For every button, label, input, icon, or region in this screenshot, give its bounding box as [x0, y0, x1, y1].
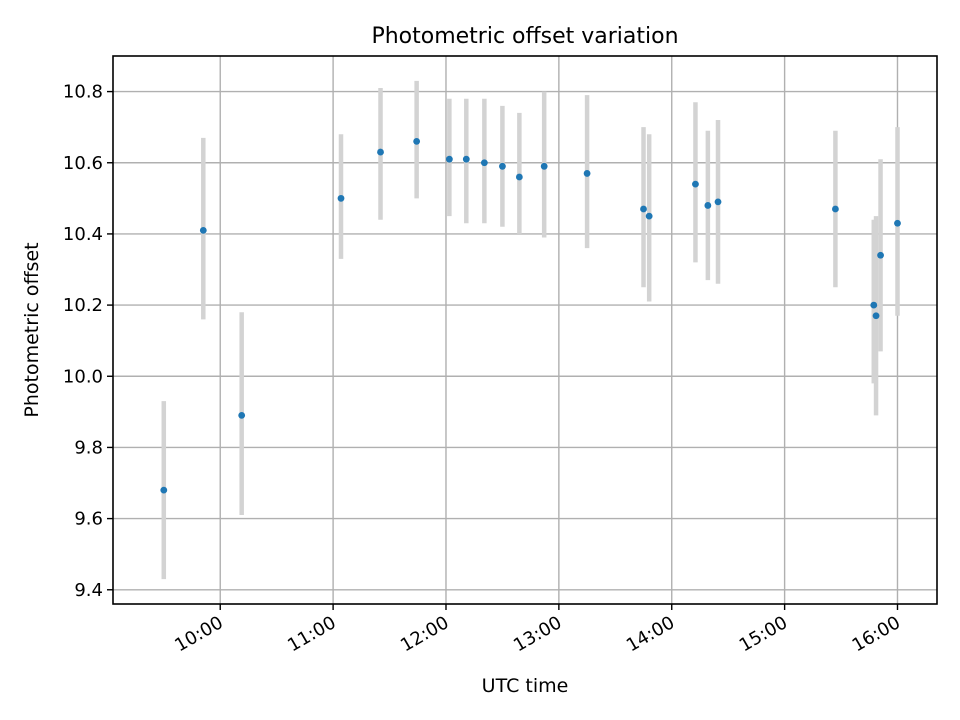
x-tick-label: 15:00 [736, 612, 791, 656]
data-point [870, 301, 878, 309]
x-axis-label: UTC time [482, 675, 569, 697]
grid-layer [113, 56, 937, 604]
x-tick-label: 10:00 [171, 612, 226, 656]
x-tick-label: 14:00 [623, 612, 678, 656]
y-tick-label: 9.8 [74, 437, 103, 458]
y-tick-label: 10.8 [63, 82, 103, 103]
data-point [462, 155, 470, 163]
data-point [645, 212, 653, 220]
data-point [692, 180, 699, 188]
y-tick-label: 9.4 [74, 580, 103, 601]
x-tick-label: 11:00 [284, 612, 339, 656]
point-layer [160, 138, 901, 494]
data-point [894, 219, 901, 227]
data-point [238, 412, 246, 419]
data-point [413, 138, 421, 145]
data-point [515, 173, 523, 181]
data-point [499, 162, 506, 170]
data-point [540, 162, 548, 170]
data-point [160, 486, 168, 494]
data-point [199, 226, 207, 234]
data-point [337, 194, 345, 202]
plot-frame [112, 55, 938, 605]
data-point [714, 198, 722, 206]
data-point [704, 202, 712, 209]
data-point [445, 155, 453, 163]
data-point [377, 148, 384, 156]
y-tick-label: 10.6 [63, 153, 103, 174]
x-tick-label: 16:00 [849, 612, 904, 656]
data-point [480, 159, 488, 167]
x-tick-label: 13:00 [510, 612, 565, 656]
y-tick-label: 10.2 [63, 295, 103, 316]
y-axis-label: Photometric offset [21, 242, 43, 417]
errorbar-layer [161, 80, 900, 580]
data-point [872, 312, 880, 320]
x-tick-label: 12:00 [397, 612, 452, 656]
y-tick-label: 9.6 [74, 509, 103, 530]
data-point [832, 205, 839, 213]
y-tick-label: 10.4 [63, 224, 103, 245]
y-tick-label: 10.0 [63, 366, 103, 387]
data-point [877, 251, 884, 259]
data-point [583, 170, 591, 177]
data-point [640, 205, 647, 213]
chart-title: Photometric offset variation [371, 24, 678, 49]
